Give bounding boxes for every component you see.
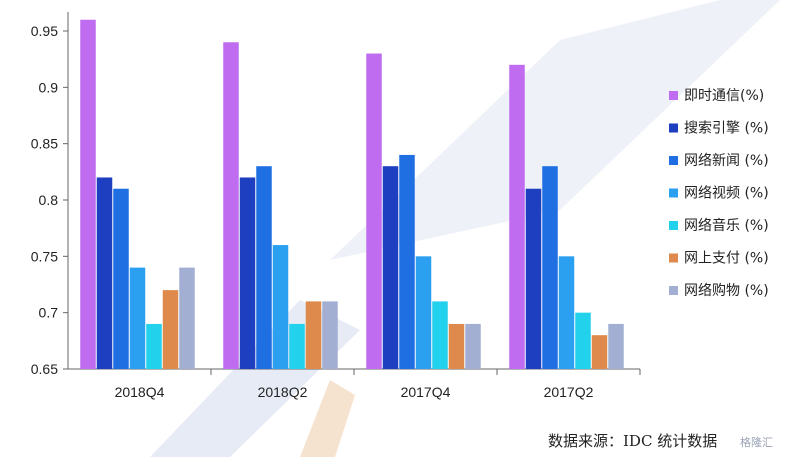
bar-2017Q4-2 — [399, 154, 415, 369]
bar-2017Q2-1 — [525, 188, 542, 369]
bar-2018Q2-5 — [305, 301, 322, 369]
legend-label: 网上支付 (%) — [684, 251, 769, 267]
watermark-stripe — [300, 380, 355, 457]
x-category-labels: 2018Q4 2018Q2 2017Q4 2017Q2 — [115, 384, 594, 400]
legend-swatch — [669, 253, 678, 263]
legend-swatch — [669, 156, 678, 165]
legend-swatch — [669, 221, 678, 230]
y-tick-label: 0.8 — [39, 192, 59, 208]
bar-2018Q4-1 — [96, 177, 113, 369]
bar-2017Q4-0 — [366, 53, 382, 370]
y-tick-label: 0.65 — [31, 361, 58, 377]
legend-swatch — [669, 91, 678, 100]
bar-2017Q4-4 — [432, 301, 448, 369]
legend-swatch — [669, 123, 678, 133]
bars — [80, 19, 624, 370]
x-category-label: 2017Q4 — [401, 384, 451, 400]
y-tick-label: 0.7 — [39, 305, 59, 321]
bar-2017Q2-6 — [608, 323, 624, 369]
legend-label: 搜索引擎 (%) — [684, 120, 769, 137]
bar-2017Q4-5 — [448, 323, 465, 369]
bar-2017Q2-0 — [509, 64, 525, 370]
watermark-stripe — [330, 0, 780, 260]
bar-2018Q4-0 — [80, 19, 96, 369]
y-tick-label: 0.75 — [31, 248, 58, 264]
bar-2018Q2-6 — [322, 301, 338, 369]
bar-2018Q2-0 — [223, 42, 239, 370]
x-category-label: 2018Q2 — [258, 384, 308, 400]
y-tick-label: 0.85 — [31, 136, 58, 152]
legend-label: 即时通信(%) — [684, 88, 764, 104]
bar-2018Q2-2 — [256, 166, 272, 369]
source-note: 数据来源：IDC 统计数据 — [548, 432, 717, 450]
x-category-label: 2018Q4 — [115, 384, 165, 400]
bar-2018Q2-1 — [239, 177, 256, 369]
bar-2018Q2-4 — [289, 323, 305, 369]
legend-swatch — [669, 286, 678, 295]
bar-2018Q4-2 — [113, 188, 129, 369]
legend-label: 网络新闻 (%) — [684, 153, 769, 169]
legend: 即时通信(%) 搜索引擎 (%) 网络新闻 (%) 网络视频 (%) 网络音乐 (%) 网… — [669, 88, 769, 299]
y-tick-labels: 0.65 0.7 0.75 0.8 0.85 0.9 0.95 — [31, 23, 58, 377]
bar-2017Q2-5 — [591, 335, 608, 369]
legend-swatch — [669, 188, 678, 198]
bar-2018Q4-3 — [129, 267, 146, 369]
bar-2018Q4-5 — [162, 290, 179, 369]
y-tick-label: 0.95 — [31, 23, 58, 39]
legend-label: 网络视频 (%) — [684, 186, 769, 202]
bar-2018Q4-4 — [146, 323, 162, 369]
legend-label: 网络音乐 (%) — [684, 217, 769, 234]
legend-label: 网络购物 (%) — [684, 283, 769, 299]
bar-2017Q2-3 — [558, 256, 575, 369]
bar-2017Q4-3 — [415, 256, 432, 369]
bar-2018Q4-6 — [179, 267, 195, 369]
bar-2017Q2-4 — [575, 312, 591, 369]
y-tick-label: 0.9 — [39, 79, 59, 95]
bar-2017Q2-2 — [542, 166, 558, 369]
bar-2017Q4-1 — [382, 166, 399, 369]
bar-2017Q4-6 — [465, 323, 481, 369]
x-category-label: 2017Q2 — [544, 384, 594, 400]
bar-2018Q2-3 — [272, 245, 289, 369]
watermark-label: 格隆汇 — [740, 435, 773, 449]
